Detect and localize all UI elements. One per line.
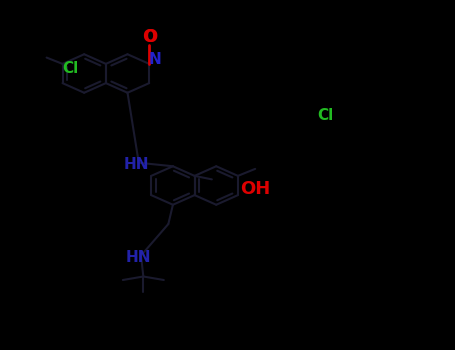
- Text: OH: OH: [240, 180, 270, 198]
- Text: N: N: [148, 52, 161, 67]
- Text: Cl: Cl: [317, 108, 334, 123]
- Text: HN: HN: [124, 157, 149, 172]
- Text: HN: HN: [126, 250, 152, 265]
- Text: Cl: Cl: [62, 61, 79, 76]
- Text: O: O: [142, 28, 157, 46]
- Text: O: O: [143, 28, 157, 46]
